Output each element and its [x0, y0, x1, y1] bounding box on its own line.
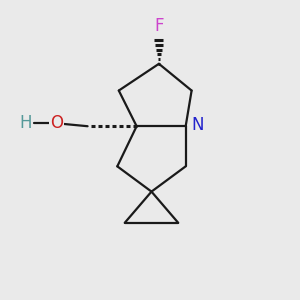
Text: O: O	[50, 114, 63, 132]
Text: N: N	[191, 116, 203, 134]
Text: F: F	[154, 17, 164, 35]
Text: H: H	[19, 114, 32, 132]
